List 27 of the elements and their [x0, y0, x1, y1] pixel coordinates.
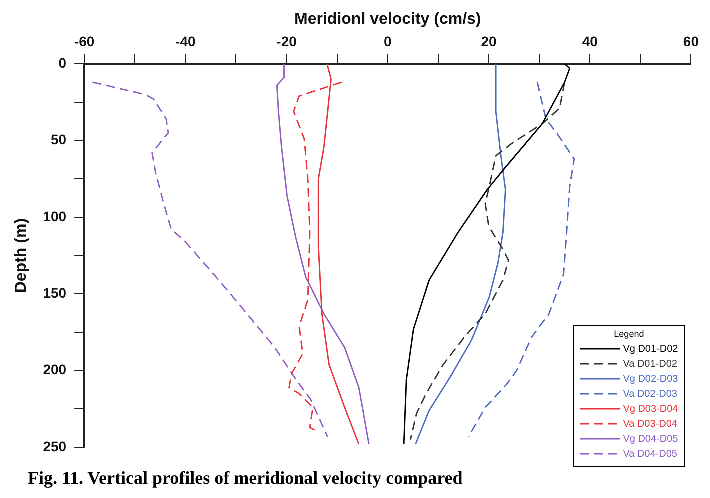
x-tick-label: 60 — [683, 33, 700, 50]
caption: Fig. 11. Vertical profiles of meridional velocity compared — [28, 468, 464, 489]
legend-label: Vg D04-D05 — [623, 434, 678, 445]
y-tick-label: 100 — [43, 208, 67, 224]
legend-label: Vg D02-D03 — [623, 374, 678, 385]
legend-label: Vg D03-D04 — [623, 404, 678, 415]
y-tick-label: 0 — [58, 54, 67, 71]
x-tick-label: -20 — [276, 33, 298, 50]
x-tick-label: 0 — [384, 33, 392, 50]
x-tick-label: 20 — [481, 33, 497, 50]
y-tick-label: 200 — [43, 362, 67, 378]
legend-label: Va D02-D03 — [623, 388, 678, 400]
y-tick-label: 250 — [43, 438, 67, 454]
y-tick-label: 150 — [43, 285, 67, 302]
legend-label: Vg D01-D02 — [623, 344, 678, 355]
y-tick-label: 50 — [50, 132, 67, 148]
legend-label: Va D03-D04 — [623, 418, 678, 430]
x-tick-label: -60 — [74, 33, 95, 50]
line-series — [92, 82, 328, 438]
y-axis-title: Depth (m) — [13, 218, 30, 294]
legend-title: Legend — [613, 328, 646, 339]
x-tick-label: 40 — [582, 33, 598, 50]
legend-label: Va D04-D05 — [623, 448, 678, 460]
x-axis-title: Meridionl velocity (cm/s) — [294, 11, 482, 28]
legend-label: Va D01-D02 — [623, 358, 678, 370]
line-series — [468, 82, 576, 438]
x-tick-label: -40 — [176, 33, 196, 50]
